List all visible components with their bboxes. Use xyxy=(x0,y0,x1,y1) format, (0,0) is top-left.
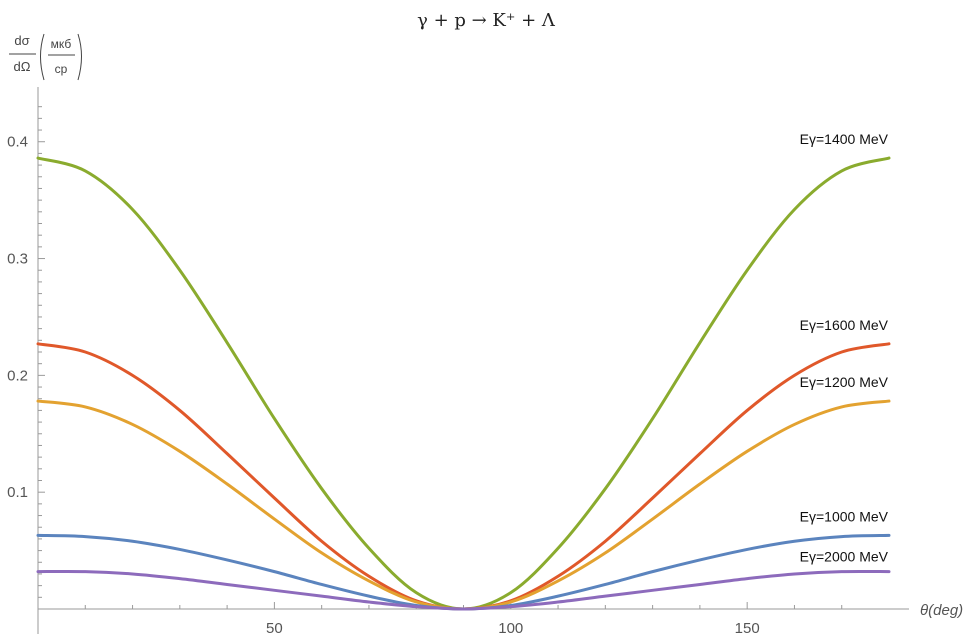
y-label-denominator: dΩ xyxy=(14,59,31,74)
series-label-0: Eγ=1400 MeV xyxy=(800,131,889,147)
series-line-1 xyxy=(36,342,891,611)
y-label-unit-bottom: ср xyxy=(55,62,68,76)
series-layer xyxy=(36,156,891,611)
series-label-3: Eγ=1000 MeV xyxy=(800,508,889,524)
axes: 50 100 150 0.1 0.2 0.3 0.4 xyxy=(7,87,909,636)
y-tick-label: 0.3 xyxy=(7,251,28,268)
y-axis-label: dσ dΩ мкб ср xyxy=(9,33,82,81)
chart-title-text: γ + p → K⁺ + Λ xyxy=(417,10,556,31)
x-tick-label: 150 xyxy=(735,620,760,636)
y-tick-label: 0.1 xyxy=(7,484,28,501)
series-line-0 xyxy=(36,156,891,611)
chart-title: γ + p → K⁺ + Λ xyxy=(417,10,556,31)
y-label-right-paren xyxy=(77,33,82,81)
y-tick-label: 0.2 xyxy=(7,367,28,384)
y-tick-label: 0.4 xyxy=(7,134,28,151)
y-label-left-paren xyxy=(40,33,45,81)
y-label-numerator: dσ xyxy=(14,33,29,48)
series-line-4 xyxy=(36,569,891,611)
series-label-1: Eγ=1600 MeV xyxy=(800,317,889,333)
y-label-unit-top: мкб xyxy=(51,37,72,51)
series-label-4: Eγ=2000 MeV xyxy=(800,549,889,565)
series-label-2: Eγ=1200 MeV xyxy=(800,374,889,390)
x-tick-label: 100 xyxy=(498,620,523,636)
x-axis-label: θ(deg) xyxy=(920,602,963,619)
series-line-3 xyxy=(36,533,891,611)
x-tick-label: 50 xyxy=(266,620,283,636)
series-labels: Eγ=1400 MeV Eγ=1600 MeV Eγ=1200 MeV Eγ=1000… xyxy=(800,131,889,565)
